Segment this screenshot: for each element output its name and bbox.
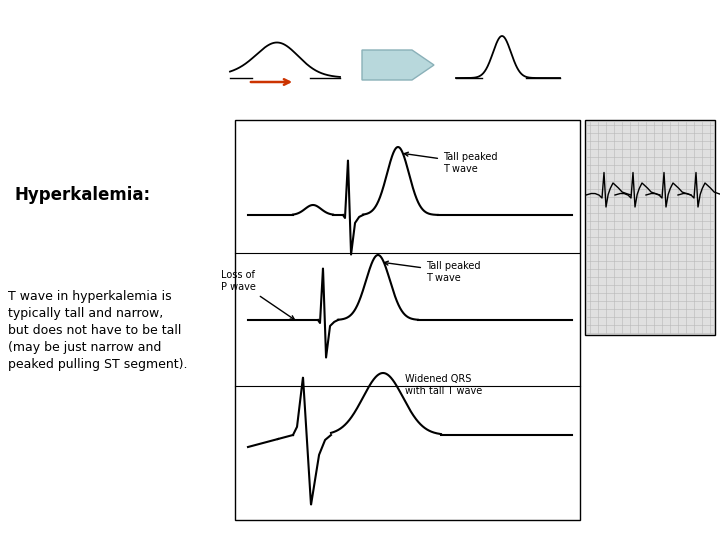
Bar [585, 120, 715, 335]
Text: Tall peaked
T wave: Tall peaked T wave [405, 152, 498, 174]
Text: T wave in hyperkalemia is
typically tall and narrow,
but does not have to be tal: T wave in hyperkalemia is typically tall… [8, 290, 187, 371]
Bar [235, 120, 580, 520]
FancyArrow shape [362, 50, 434, 80]
Text: Widened QRS
with tall T wave: Widened QRS with tall T wave [405, 374, 482, 396]
Text: Hyperkalemia:: Hyperkalemia: [15, 186, 151, 204]
Text: Loss of
P wave: Loss of P wave [220, 271, 294, 320]
Text: Tall peaked
T wave: Tall peaked T wave [384, 261, 480, 283]
